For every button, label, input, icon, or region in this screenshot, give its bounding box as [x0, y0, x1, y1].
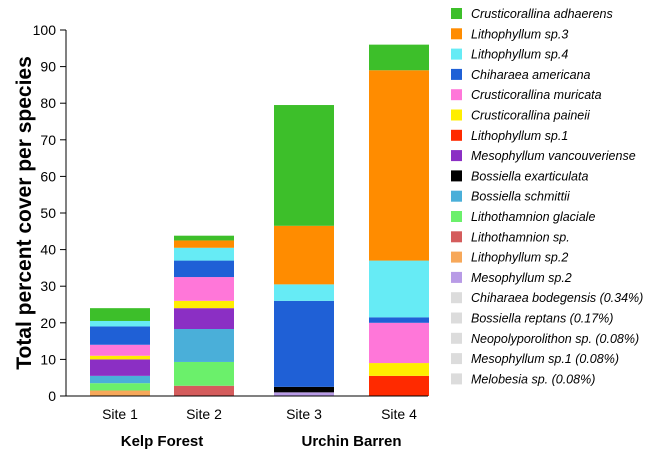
- legend-label: Crusticorallina muricata: [471, 88, 602, 102]
- legend-swatch: [451, 190, 462, 202]
- x-axis-ticks: Site 1 Site 2 Site 3 Site 4: [102, 406, 417, 422]
- legend-label: Bossiella exarticulata: [471, 169, 588, 183]
- legend-swatch: [451, 129, 462, 141]
- legend-label: Lithothamnion glaciale: [471, 210, 595, 224]
- group-label: Kelp Forest: [121, 433, 204, 449]
- legend-label: Lithophyllum sp.4: [471, 48, 568, 62]
- bars: [90, 44, 429, 396]
- y-tick-label: 50: [40, 205, 56, 221]
- x-tick-label: Site 2: [186, 406, 222, 422]
- bar-segment: [274, 386, 334, 393]
- legend-label: Bossiella schmittii: [471, 190, 571, 204]
- legend-label: Crusticorallina paineii: [471, 109, 591, 123]
- y-axis-ticks: 0 10 20 30 40 50 60 70 80 90 100: [33, 22, 66, 404]
- legend-swatch: [451, 332, 462, 344]
- y-tick-label: 30: [40, 278, 56, 294]
- bar-segment: [369, 317, 429, 323]
- legend-label: Lithothamnion sp.: [471, 230, 570, 244]
- y-axis-label: Total percent cover per species: [13, 56, 36, 370]
- legend-swatch: [451, 292, 462, 304]
- legend-swatch: [451, 373, 462, 385]
- legend-label: Neopolyporolithon sp. (0.08%): [471, 332, 639, 346]
- bar-segment: [369, 44, 429, 71]
- legend-label: Lithophyllum sp.1: [471, 129, 568, 143]
- bar-segment: [369, 260, 429, 318]
- legend-swatch: [451, 170, 462, 182]
- bar-segment: [274, 225, 334, 285]
- bar-segment: [174, 300, 234, 309]
- legend-label: Chiharaea bodegensis (0.34%): [471, 291, 643, 305]
- legend-label: Mesophyllum sp.2: [471, 271, 572, 285]
- bar-segment: [174, 385, 234, 396]
- legend-swatch: [451, 271, 462, 283]
- legend-swatch: [451, 150, 462, 162]
- legend-label: Crusticorallina adhaerens: [471, 7, 613, 21]
- y-tick-label: 60: [40, 168, 56, 184]
- legend-swatch: [451, 251, 462, 263]
- y-tick-label: 100: [33, 22, 57, 38]
- bar-segment: [369, 322, 429, 364]
- legend-swatch: [451, 28, 462, 40]
- legend-label: Bossiella reptans (0.17%): [471, 312, 613, 326]
- bar-segment: [174, 329, 234, 362]
- legend-label: Chiharaea americana: [471, 68, 591, 82]
- bar-segment: [274, 105, 334, 226]
- legend-label: Melobesia sp. (0.08%): [471, 372, 595, 386]
- bar-segment: [90, 359, 150, 376]
- group-label: Urchin Barren: [301, 433, 401, 449]
- legend-swatch: [451, 312, 462, 324]
- bar-segment: [369, 70, 429, 261]
- legend-label: Mesophyllum sp.1 (0.08%): [471, 352, 619, 366]
- bar-segment: [90, 355, 150, 360]
- y-tick-label: 10: [40, 351, 56, 367]
- bar-segment: [90, 326, 150, 345]
- y-tick-label: 0: [48, 388, 56, 404]
- legend-swatch: [451, 231, 462, 243]
- bar-segment: [90, 344, 150, 356]
- x-tick-label: Site 3: [286, 406, 322, 422]
- y-tick-label: 80: [40, 95, 56, 111]
- axes: [60, 30, 428, 397]
- legend-label: Lithophyllum sp.2: [471, 251, 568, 265]
- bar-segment: [90, 390, 150, 396]
- x-tick-label: Site 4: [381, 406, 417, 422]
- bar-segment: [369, 363, 429, 376]
- y-tick-label: 20: [40, 315, 56, 331]
- bar-segment: [274, 284, 334, 301]
- y-tick-label: 70: [40, 132, 56, 148]
- bar-segment: [90, 308, 150, 321]
- bar-segment: [274, 300, 334, 387]
- bar-segment: [174, 277, 234, 301]
- bar-segment: [174, 247, 234, 261]
- bar-segment: [274, 392, 334, 396]
- legend-swatch: [451, 8, 462, 19]
- bar-segment: [90, 375, 150, 384]
- legend: Crusticorallina adhaerens Lithophyllum sp…: [451, 7, 643, 386]
- bar-segment: [174, 361, 234, 386]
- y-tick-label: 40: [40, 242, 56, 258]
- bar-segment: [174, 240, 234, 248]
- legend-swatch: [451, 353, 462, 365]
- bar-segment: [90, 383, 150, 391]
- legend-swatch: [451, 48, 462, 60]
- bar-segment: [174, 308, 234, 330]
- legend-label: Lithophyllum sp.3: [471, 27, 568, 41]
- legend-swatch: [451, 68, 462, 80]
- bar-segment: [90, 320, 150, 327]
- y-tick-label: 90: [40, 59, 56, 75]
- legend-swatch: [451, 89, 462, 101]
- x-axis-groups: Kelp Forest Urchin Barren: [121, 433, 402, 449]
- x-tick-label: Site 1: [102, 406, 138, 422]
- legend-swatch: [451, 211, 462, 222]
- bar-segment: [369, 375, 429, 396]
- legend-swatch: [451, 109, 462, 121]
- bar-segment: [174, 260, 234, 278]
- bar-segment: [174, 235, 234, 241]
- legend-label: Mesophyllum vancouveriense: [471, 149, 636, 163]
